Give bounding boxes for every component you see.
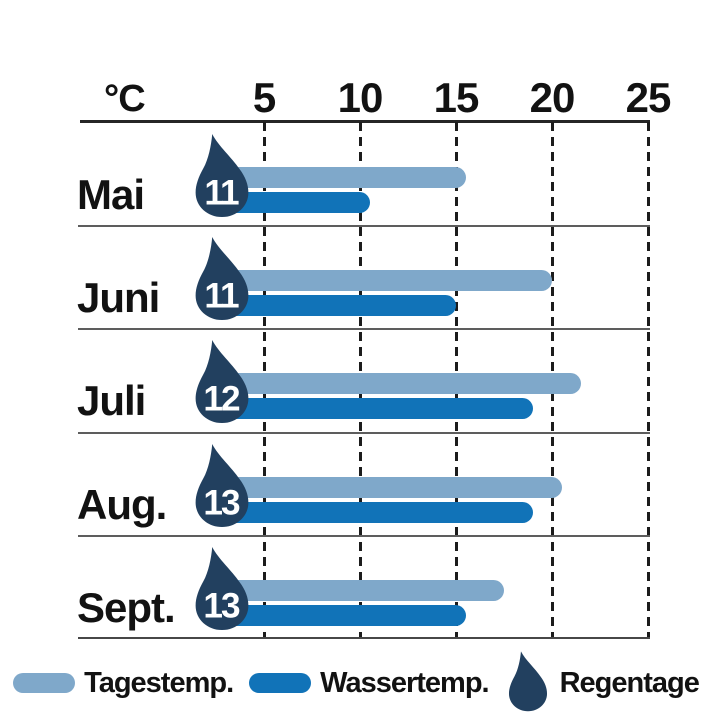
legend-item-day-temp: Tagestemp. <box>13 666 234 700</box>
axis-unit-label: °C <box>104 78 146 120</box>
month-label: Aug. <box>77 481 167 528</box>
water-temp-bar <box>208 398 533 419</box>
chart-bottom-line <box>78 637 650 639</box>
row-separator-line <box>78 535 650 537</box>
top-axis-line <box>80 120 650 123</box>
axis-tick-label: 15 <box>433 74 480 121</box>
day-temp-bar <box>208 580 504 601</box>
legend-item-water-temp: Wassertemp. <box>249 666 490 700</box>
rain-days-drop-icon: 13 <box>190 545 254 631</box>
day-temp-bar <box>208 167 466 188</box>
water-temp-swatch <box>249 673 312 693</box>
water-temp-bar <box>208 192 370 213</box>
axis-tick-label: 5 <box>252 74 276 121</box>
day-temp-bar <box>208 270 552 291</box>
svg-text:11: 11 <box>204 173 239 212</box>
day-temp-bar <box>208 373 581 394</box>
legend-label-water-temp: Wassertemp. <box>320 666 489 699</box>
legend-item-rain-days: Regentage <box>505 651 700 712</box>
day-temp-bar <box>208 477 562 498</box>
row-separator-line <box>78 432 650 434</box>
axis-tick-label: 20 <box>529 74 576 121</box>
rain-days-drop-icon: 12 <box>190 338 254 424</box>
legend-label-day-temp: Tagestemp. <box>84 666 234 699</box>
rain-days-drop-icon: 13 <box>190 442 254 528</box>
raindrop-icon <box>505 650 551 712</box>
svg-text:13: 13 <box>203 586 240 625</box>
svg-text:13: 13 <box>203 483 240 522</box>
rain-days-drop-icon: 11 <box>190 132 254 218</box>
day-temp-swatch <box>13 673 76 693</box>
axis-tick-label: 10 <box>337 74 384 121</box>
axis-tick-label: 25 <box>625 74 672 121</box>
svg-text:12: 12 <box>203 379 240 418</box>
month-label: Juni <box>77 274 160 321</box>
water-temp-bar <box>208 295 456 316</box>
legend: Tagestemp. Wassertemp. Regentage <box>0 650 712 716</box>
rain-days-drop-icon: 11 <box>190 235 254 321</box>
legend-label-rain-days: Regentage <box>559 666 700 699</box>
svg-text:11: 11 <box>204 276 239 315</box>
water-temp-bar <box>208 502 533 523</box>
row-separator-line <box>78 225 650 227</box>
month-label: Mai <box>77 171 145 218</box>
grid-line <box>646 122 650 637</box>
water-temp-bar <box>208 605 466 626</box>
month-label: Sept. <box>77 584 176 631</box>
month-label: Juli <box>77 377 146 424</box>
row-separator-line <box>78 328 650 330</box>
